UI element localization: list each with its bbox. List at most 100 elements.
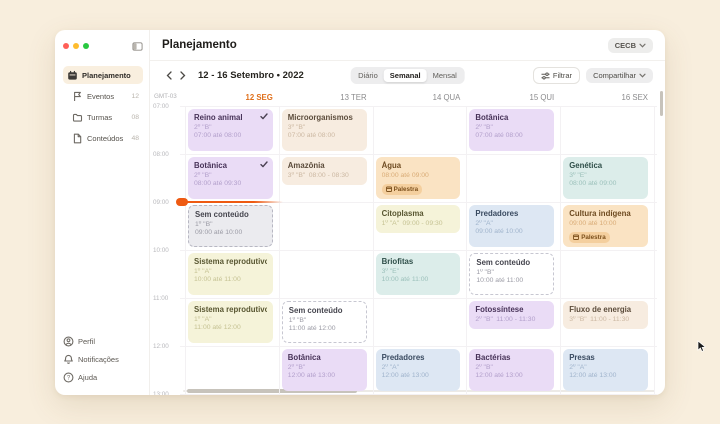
event-title: Sistema reprodutivo [194, 257, 267, 266]
hour-label: 12:00 [153, 343, 169, 350]
event-title: Reino animal [194, 113, 243, 122]
event-title: Fotossíntese [475, 305, 524, 314]
event-time: 12:00 até 13:00 [287, 372, 336, 379]
event-title: Água [381, 161, 402, 170]
file-icon [72, 133, 83, 144]
sidebar-item-label: Conteúdos [87, 133, 124, 143]
sidebar-nav: Planejamento Eventos 12 Turmas 08 Conteúdos 48 [63, 66, 143, 147]
event-card[interactable]: Predadores 2º "A" 12:00 até 13:00 [375, 349, 461, 391]
event-class: 2º "A" [475, 219, 493, 227]
event-card[interactable]: Sem conteúdo 1º "B" 09:00 até 10:00 [188, 205, 273, 247]
sidebar-toggle-icon[interactable] [132, 41, 143, 52]
event-card[interactable]: Microorganismos 3º "B" 07:00 até 08:00 [281, 109, 367, 151]
sidebar-footer-label: Ajuda [78, 373, 98, 382]
hour-label: 08:00 [153, 151, 169, 158]
current-time-dot [176, 198, 188, 206]
view-switcher: Diário Semanal Mensal [350, 67, 465, 84]
sidebar-item-eventos[interactable]: Eventos 12 [68, 87, 143, 105]
event-title: Amazônia [287, 161, 325, 170]
folder-icon [72, 112, 83, 123]
event-class: 2º "A" [569, 363, 587, 371]
event-card[interactable]: Sistema reprodutivo 1º "A" 11:00 até 12:00 [188, 301, 273, 343]
filter-button[interactable]: Filtrar [532, 67, 581, 84]
window-controls [63, 40, 143, 52]
lecture-badge-label: Palestra [581, 234, 606, 241]
column-divider [654, 106, 655, 395]
sidebar: Planejamento Eventos 12 Turmas 08 Conteúdos 48… [55, 30, 150, 395]
event-card[interactable]: Bactérias 2º "B" 12:00 até 13:00 [469, 349, 555, 391]
event-title: Fluxo de energia [569, 305, 632, 314]
event-class: 1º "A" [194, 315, 212, 323]
event-card[interactable]: Água 08:00 até 09:00 Palestra [375, 157, 461, 199]
event-card[interactable]: Presas 2º "A" 12:00 até 13:00 [563, 349, 648, 391]
calendar-grid: GMT-03 12 SEG 13 TER 14 QUA 15 QUI 16 SEX 07:… [150, 90, 665, 395]
event-card[interactable]: Fluxo de energia 3º "B" 11:00 - 11:30 [563, 301, 648, 329]
event-card[interactable]: Sistema reprodutivo 1º "A" 10:00 até 11:00 [188, 253, 273, 295]
sidebar-item-planejamento[interactable]: Planejamento [63, 66, 143, 84]
event-card[interactable]: Cultura indígena 09:00 até 10:00 Palestra [563, 205, 648, 247]
event-class: 3º "B" [287, 123, 306, 131]
chevron-right-icon [180, 71, 186, 80]
org-selector-button[interactable]: CECB [607, 37, 653, 53]
check-icon [260, 161, 268, 168]
event-class: 2º "B" [287, 363, 306, 371]
event-title: Botânica [194, 161, 227, 170]
event-title: Predadores [381, 353, 425, 362]
event-card[interactable]: Botânica 2º "B" 07:00 até 08:00 [469, 109, 555, 151]
sidebar-footer-item-ajuda[interactable]: ? Ajuda [63, 372, 143, 383]
event-class: 3º "E" [381, 267, 400, 275]
sidebar-item-label: Planejamento [82, 70, 131, 80]
maximize-window-icon[interactable] [83, 43, 89, 49]
sidebar-item-turmas[interactable]: Turmas 08 [68, 108, 143, 126]
sidebar-item-conteúdos[interactable]: Conteúdos 48 [68, 129, 143, 147]
event-title: Sem conteúdo [476, 258, 531, 267]
sidebar-footer: Perfil Notificações ? Ajuda [63, 336, 143, 387]
event-title: Microorganismos [287, 113, 353, 122]
event-card[interactable]: Reino animal 2º "B" 07:00 até 08:00 [188, 109, 273, 151]
next-week-button[interactable] [176, 69, 190, 83]
view-option-diário[interactable]: Diário [358, 71, 378, 80]
sidebar-footer-item-notificações[interactable]: Notificações [63, 354, 143, 365]
event-title: Botânica [475, 113, 509, 122]
event-card[interactable]: Briofitas 3º "E" 10:00 até 11:00 [375, 253, 461, 295]
event-title: Sem conteúdo [288, 306, 343, 315]
sidebar-item-count: 12 [131, 92, 139, 100]
event-card[interactable]: Sem conteúdo 1º "B" 10:00 até 11:00 [469, 253, 555, 295]
event-time: 08:00 até 09:00 [381, 171, 429, 179]
event-meta: 2º "B" 11:00 - 11:30 [475, 315, 536, 323]
event-card[interactable]: Genética 3º "E" 08:00 até 09:00 [563, 157, 648, 199]
event-title: Sem conteúdo [195, 210, 249, 219]
view-option-semanal[interactable]: Semanal [383, 69, 427, 82]
hour-line [180, 394, 657, 395]
vertical-scrollbar[interactable] [660, 91, 663, 116]
chevron-left-icon [166, 71, 172, 80]
event-title: Citoplasma [381, 209, 424, 218]
event-card[interactable]: Amazônia 3º "B" 08:00 - 08:30 [281, 157, 367, 185]
date-range-label: 12 - 16 Setembro • 2022 [198, 70, 304, 81]
close-window-icon[interactable] [63, 43, 69, 49]
sidebar-footer-item-perfil[interactable]: Perfil [63, 336, 143, 347]
event-card[interactable]: Fotossíntese 2º "B" 11:00 - 11:30 [469, 301, 555, 329]
horizontal-scrollbar[interactable] [187, 389, 357, 393]
event-class: 1º "B" [476, 268, 494, 276]
event-card[interactable]: Botânica 2º "B" 08:00 até 09:30 [188, 157, 273, 199]
event-card[interactable]: Botânica 2º "B" 12:00 até 13:00 [281, 349, 367, 391]
event-card[interactable]: Sem conteúdo 1º "B" 11:00 até 12:00 [281, 301, 367, 343]
hour-line [180, 250, 657, 251]
hour-line [180, 202, 657, 203]
share-button[interactable]: Compartilhar [586, 68, 653, 83]
column-divider [278, 106, 280, 395]
event-time: 12:00 até 13:00 [381, 372, 429, 379]
event-title: Sistema reprodutivo [194, 305, 267, 314]
event-time: 11:00 até 12:00 [288, 325, 336, 332]
event-class: 1º "B" [195, 220, 213, 228]
horizontal-scrollbar-track [183, 390, 655, 392]
minimize-window-icon[interactable] [73, 43, 79, 49]
event-card[interactable]: Predadores 2º "A" 09:00 até 10:00 [469, 205, 555, 247]
hour-label: 10:00 [153, 247, 169, 254]
prev-week-button[interactable] [162, 69, 176, 83]
event-time: 08:00 até 09:30 [194, 180, 242, 187]
view-option-mensal[interactable]: Mensal [432, 71, 457, 80]
event-title: Genética [569, 161, 603, 170]
event-card[interactable]: Citoplasma 1º "A" 09:00 - 09:30 [375, 205, 461, 233]
